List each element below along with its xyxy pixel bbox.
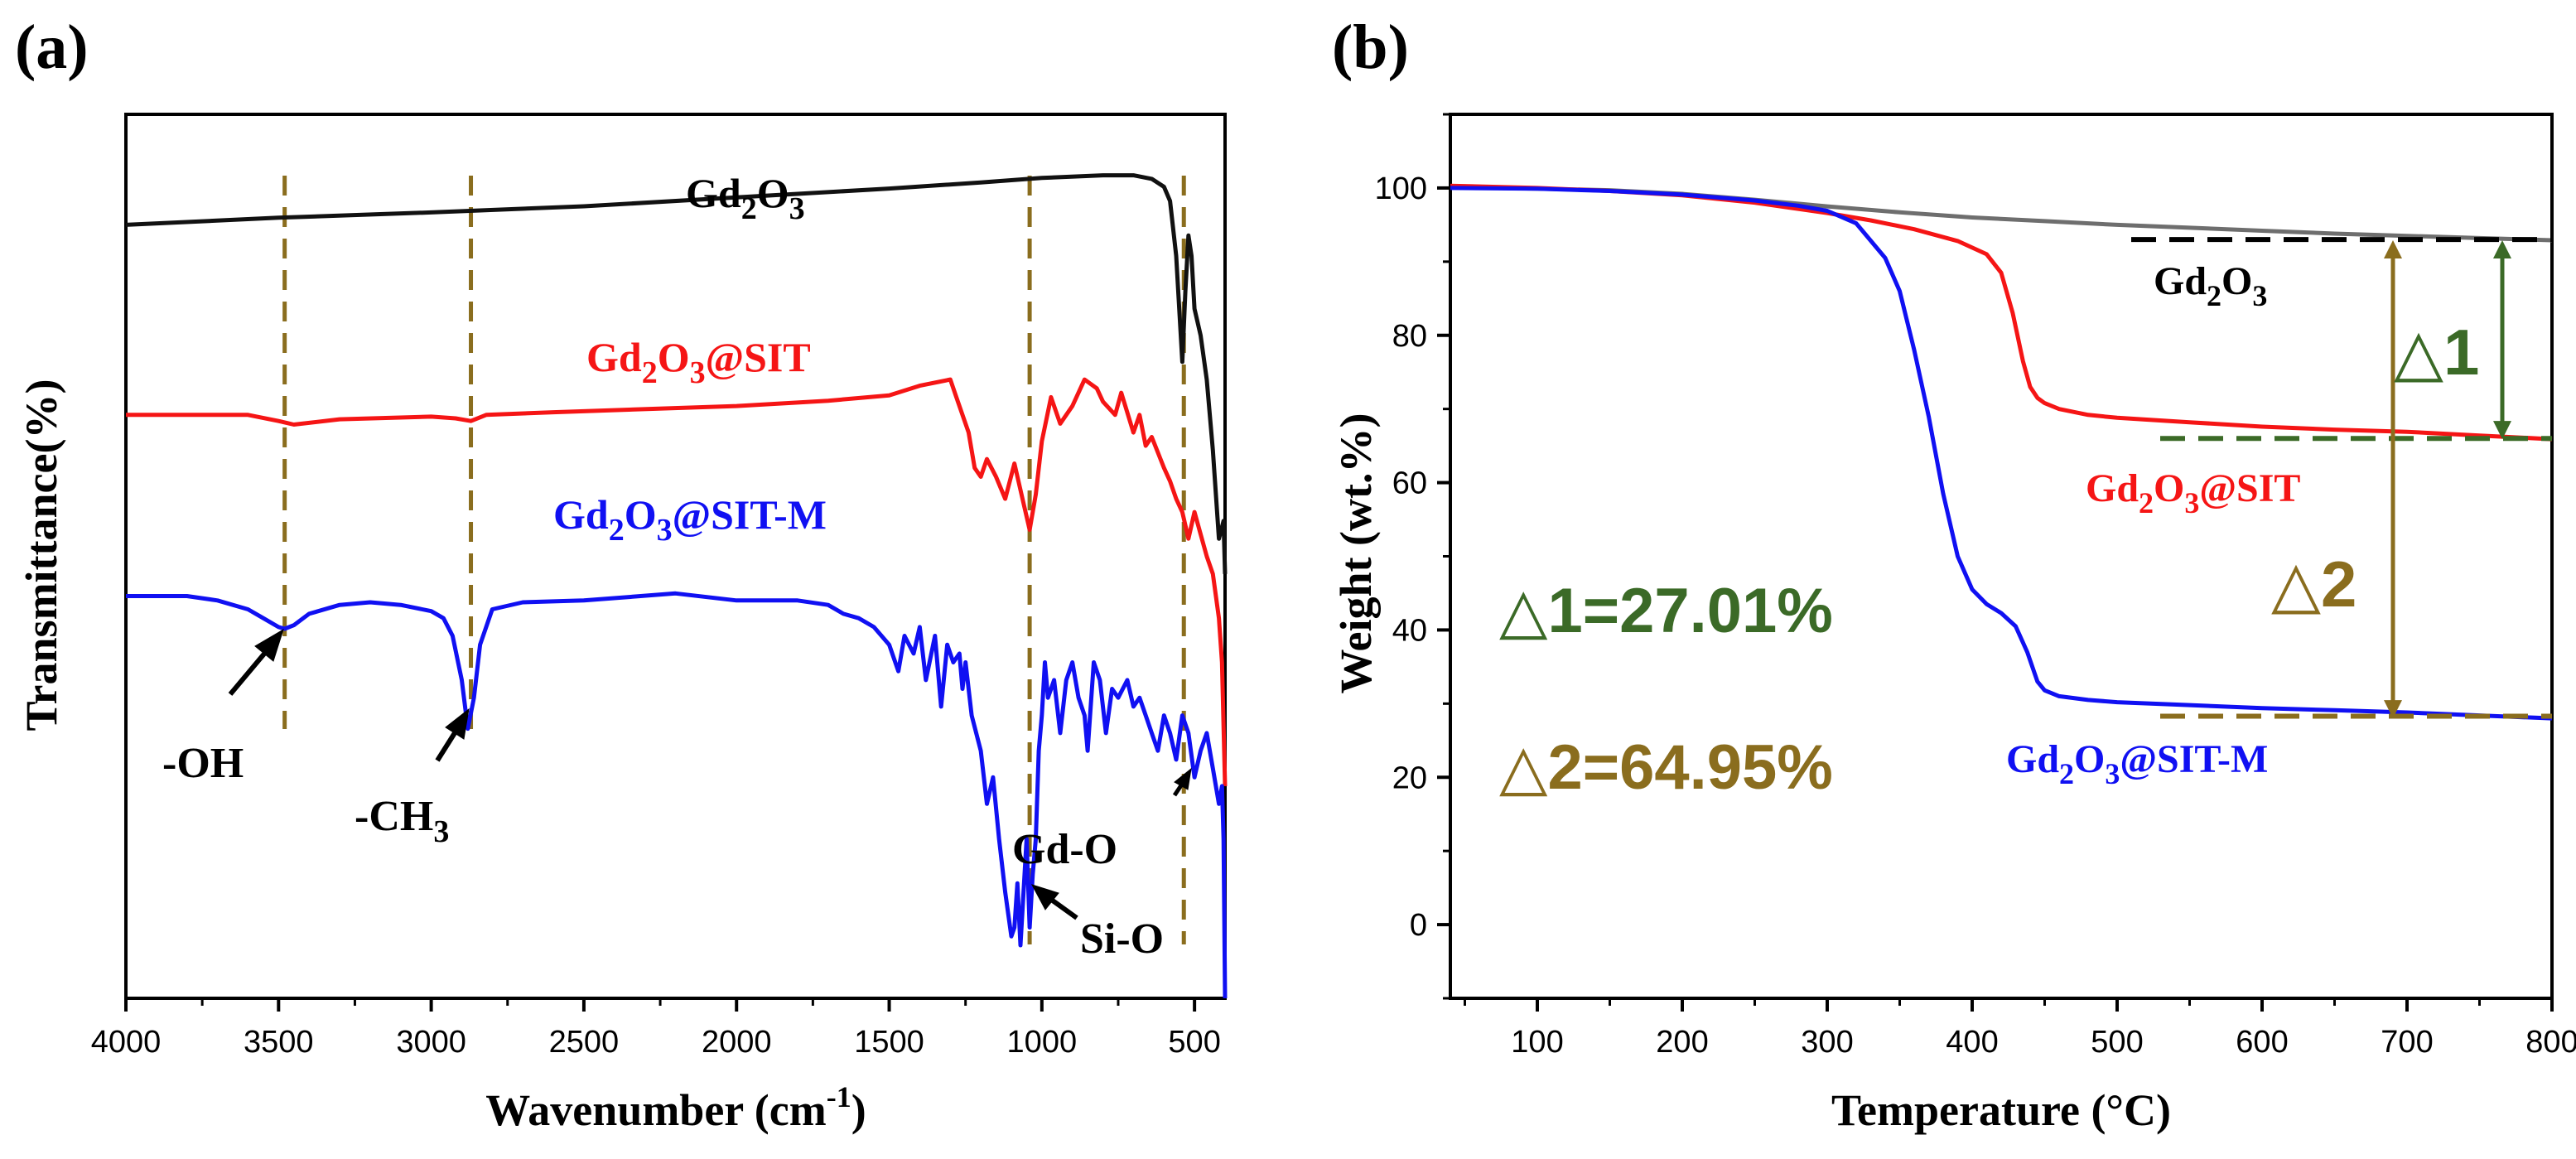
panel-a-y-axis-label: Transmittance(%) — [17, 379, 66, 732]
x-tick-label: 1000 — [1007, 1025, 1078, 1060]
panel-a-label-gd2o3: Gd2O3 — [686, 170, 805, 226]
arrowhead-gdo — [1174, 767, 1192, 790]
panel-b: (b) 100 200 300 400 500 600 700 800020406080100… — [1331, 12, 2576, 1135]
delta1-arrow-head-bottom — [2493, 421, 2511, 440]
delta1-arrow-head-top — [2493, 240, 2511, 259]
x-tick-label: 2500 — [549, 1025, 620, 1060]
annotation-sio: Si-O — [1080, 915, 1164, 963]
y-tick-label: 100 — [1375, 171, 1427, 206]
delta1-value-text: △1=27.01% — [1499, 576, 1833, 646]
panel-a: (a) 4000 3500 3000 2500 2000 1500 1000 500 Wave… — [15, 12, 1228, 1135]
panel-b-y-axis-label: Weight (wt.%) — [1331, 413, 1381, 694]
x-tick-label: 500 — [1168, 1025, 1220, 1060]
y-tick-label: 80 — [1392, 319, 1427, 354]
arrowhead-sio — [1030, 884, 1059, 910]
x-tick-label: 700 — [2381, 1025, 2433, 1060]
delta2-label: △2 — [2271, 548, 2357, 621]
x-tick-label: 100 — [1511, 1025, 1563, 1060]
panel-b-plot-frame — [1449, 113, 2554, 1000]
panel-a-label: (a) — [15, 12, 89, 82]
arrow-sio — [1049, 896, 1078, 920]
panel-b-label-gd2o3-sit-m: Gd2O3@SIT-M — [2006, 737, 2268, 790]
x-tick-label: 3500 — [244, 1025, 314, 1060]
delta2-value-text: △2=64.95% — [1499, 732, 1833, 803]
x-tick-label: 300 — [1801, 1025, 1853, 1060]
annotation-ch3: -CH3 — [355, 793, 449, 849]
delta2-arrow-head-top — [2384, 240, 2402, 259]
panel-b-x-axis-label: Temperature (°C) — [1831, 1085, 2171, 1135]
panel-a-series-gd2o3-sit-m — [126, 591, 1228, 999]
panel-b-ticks: 100 200 300 400 500 600 700 800 0 20 40 60 80 100 — [1375, 113, 2576, 1060]
panel-b-label-gd2o3: Gd2O3 — [2154, 259, 2267, 312]
delta2-arrow-head-bottom — [2384, 700, 2402, 719]
panel-a-series-gd2o3-sit — [126, 377, 1228, 786]
x-tick-label: 1500 — [854, 1025, 924, 1060]
x-tick-label: 800 — [2525, 1025, 2576, 1060]
y-tick-label: 60 — [1392, 466, 1427, 501]
x-tick-label: 600 — [2236, 1025, 2288, 1060]
arrowhead-oh — [254, 628, 284, 662]
panel-a-x-ticks: 4000 3500 3000 2500 2000 1500 1000 500 — [91, 998, 1221, 1060]
panel-b-series-gd2o3-sit — [1450, 183, 2553, 442]
y-tick-label: 20 — [1392, 761, 1427, 795]
panel-b-label-gd2o3-sit: Gd2O3@SIT — [2086, 466, 2300, 519]
arrowhead-ch3 — [445, 707, 470, 740]
panel-b-series-gd2o3 — [1450, 185, 2553, 243]
y-tick-label: 40 — [1392, 613, 1427, 648]
y-tick-label: 0 — [1410, 908, 1427, 943]
x-tick-label: 2000 — [702, 1025, 772, 1060]
panel-b-delta-guides — [2131, 237, 2552, 719]
panel-b-series-gd2o3-sit-m — [1450, 186, 2553, 721]
delta1-label: △1 — [2394, 316, 2479, 389]
arrow-ch3 — [435, 727, 460, 762]
panel-a-label-gd2o3-sit-m: Gd2O3@SIT-M — [553, 491, 827, 548]
x-tick-label: 4000 — [91, 1025, 162, 1060]
x-tick-label: 400 — [1946, 1025, 1998, 1060]
x-tick-label: 200 — [1656, 1025, 1708, 1060]
panel-a-label-gd2o3-sit: Gd2O3@SIT — [586, 334, 811, 390]
annotation-arrows — [228, 628, 1192, 920]
panel-b-label: (b) — [1332, 12, 1409, 82]
annotation-gdo: Gd-O — [1012, 826, 1117, 873]
annotation-oh: -OH — [162, 740, 244, 787]
panel-a-x-axis-label: Wavenumber (cm-1) — [485, 1080, 866, 1135]
x-tick-label: 3000 — [396, 1025, 466, 1060]
panel-a-series-gd2o3 — [125, 173, 1228, 574]
arrow-oh — [228, 646, 272, 696]
x-tick-label: 500 — [2091, 1025, 2143, 1060]
